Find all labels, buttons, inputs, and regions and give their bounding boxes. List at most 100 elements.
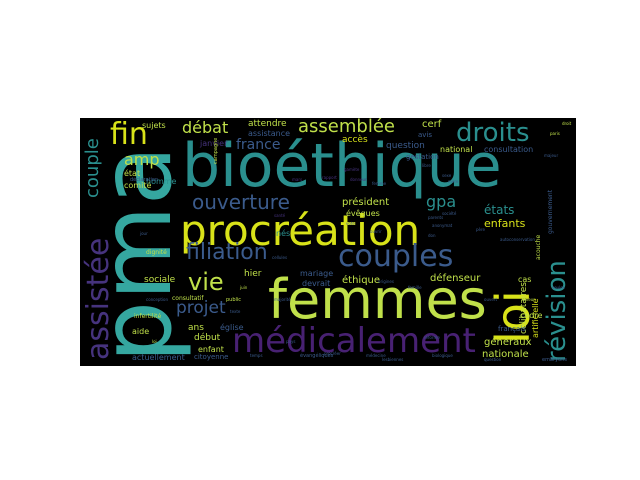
word-autoconservation: autoconservation (500, 237, 535, 242)
word-pays: pays (286, 339, 296, 344)
word-droits: droits (456, 118, 530, 148)
word-embryons: embryons (542, 357, 567, 363)
word-cerf: cerf (422, 119, 442, 130)
word-loi-small: loi (152, 339, 157, 344)
word-conception: conception (146, 297, 169, 302)
word-ouvrir: ouvrir (370, 229, 382, 234)
word-projet: projet (176, 298, 226, 318)
word-debat: débat (182, 118, 229, 137)
word-jour: jour (140, 231, 148, 236)
word-attendre: attendre (248, 119, 287, 129)
word-infertilite: infertilité (134, 313, 162, 320)
word-medecine: médecine (366, 353, 386, 358)
word-assemblee: assemblée (298, 118, 395, 137)
word-ans: ans (188, 323, 204, 333)
word-etats: états (484, 203, 515, 217)
word-fin: fin (110, 118, 148, 152)
word-reforme: réforme (424, 335, 440, 340)
word-acouche: acouche (535, 234, 542, 260)
word-janvier: janvier (200, 139, 228, 148)
word-donneur: donneur (350, 177, 367, 182)
word-gouvernement: gouvernement (547, 189, 554, 234)
word-biologique: biologique (432, 353, 453, 358)
word-cas: cas (518, 275, 532, 284)
word-campagne: campagne (213, 137, 219, 164)
word-anonymat: anonymat (432, 223, 453, 228)
word-majorite: majorité (274, 297, 291, 302)
word-devrait: devrait (302, 279, 331, 288)
word-faveur: faveur (522, 297, 535, 302)
word-femme: femme (372, 181, 387, 186)
word-citoyenne: citoyenne (194, 353, 229, 361)
word-couple: couple (82, 138, 103, 198)
word-ouvert: ouvert (484, 297, 498, 302)
word-homme: homme (146, 177, 177, 186)
word-gpa: gpa (426, 192, 457, 211)
word-aide: aide (132, 327, 150, 336)
word-temps: temps (250, 353, 263, 358)
word-president: président (342, 197, 390, 208)
word-debut: début (194, 333, 221, 343)
word-seules: seules (552, 285, 565, 290)
word-libre: libre (422, 163, 431, 168)
word-pere: père (476, 227, 486, 232)
word-assistance: assistance (248, 129, 291, 138)
word-question-small: question (484, 357, 502, 362)
word-public: public (226, 297, 242, 303)
word-vote: vote (346, 221, 355, 226)
word-consultatif: consultatif (172, 295, 204, 302)
word-lesbiennes: lesbiennes (382, 357, 404, 362)
word-origines: origines (378, 279, 394, 284)
word-bioethique: bioéthique (182, 131, 502, 201)
word-consultation: consultation (484, 145, 534, 154)
word-juin: juin (240, 285, 248, 290)
word-acces: accès (342, 135, 368, 145)
word-ouverture: ouverture (192, 190, 290, 214)
word-defenseur: défenseur (430, 273, 481, 284)
word-hier: hier (244, 269, 262, 279)
word-filiation: filiation (186, 240, 268, 265)
word-sociale: sociale (144, 275, 176, 285)
word-femmes: femmes (268, 268, 487, 331)
word-dignite: dignité (146, 249, 167, 256)
word-vie: vie (188, 268, 224, 296)
word-eglise: église (220, 323, 244, 332)
word-don: don (428, 233, 436, 238)
word-generaux: généraux (484, 337, 532, 348)
word-amp: amp (124, 150, 160, 169)
word-national: national (440, 145, 473, 154)
word-avis: avis (418, 131, 433, 139)
word-revision: révision (542, 260, 572, 362)
word-enfants: enfants (484, 217, 526, 230)
word-francais: français (498, 325, 526, 333)
word-assistee: assistée (81, 237, 116, 360)
word-texte: texte (230, 309, 241, 314)
word-sexe: sexe (442, 173, 452, 178)
word-enfant: enfant (198, 345, 224, 354)
word-famille: famille (408, 285, 422, 290)
word-etat: état (124, 169, 141, 178)
word-comite: comité (124, 181, 152, 190)
word-majeur: majeur (544, 153, 559, 158)
word-evangeliques: évangéliques (300, 353, 334, 359)
word-mere: mère (448, 179, 459, 184)
word-eveques: évêques (346, 209, 380, 218)
word-gamete: gamète (344, 167, 360, 172)
word-question: question (386, 141, 425, 151)
word-cloud: pma bioéthique femmes procréation loi mé… (80, 118, 576, 366)
word-actuellement: actuellement (132, 353, 185, 362)
word-declaration: déclaration (130, 177, 159, 183)
word-parents: parents (428, 215, 444, 220)
word-ethique: éthique (342, 275, 381, 286)
word-rapport: rapport (322, 175, 337, 180)
word-couples: couples (338, 239, 454, 274)
word-droit: droit (562, 121, 572, 126)
word-gestation: gestation (406, 153, 439, 161)
word-mars: mars (292, 177, 303, 182)
word-medicalement: médicalement (232, 321, 476, 361)
word-nationale: nationale (482, 349, 529, 360)
word-procreation: procréation (180, 206, 421, 255)
word-sante: santé (274, 213, 286, 218)
word-paris: paris (550, 131, 560, 136)
word-cadre: cadre (520, 311, 543, 320)
